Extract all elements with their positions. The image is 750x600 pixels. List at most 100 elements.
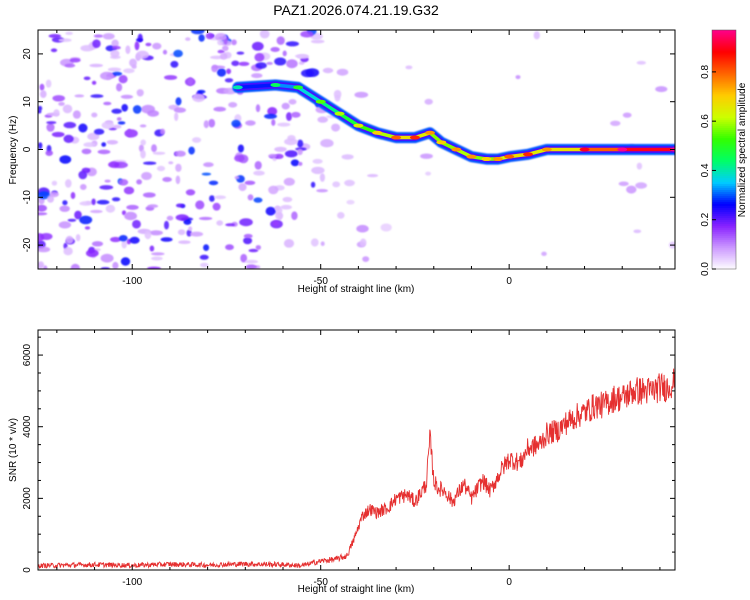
- noise-blob: [286, 59, 298, 69]
- colorbar-swatch: [712, 207, 736, 210]
- colorbar-swatch: [712, 241, 736, 244]
- noise-blob: [136, 38, 144, 42]
- colorbar-swatch: [712, 195, 736, 198]
- noise-blob: [283, 177, 295, 186]
- colorbar-label: Normalized spectral amplitude: [737, 82, 748, 217]
- noise-blob: [65, 235, 74, 244]
- noise-blob: [110, 236, 121, 243]
- colorbar-swatch: [712, 181, 736, 184]
- noise-blob: [245, 264, 257, 269]
- noise-blob: [243, 237, 253, 245]
- noise-blob: [124, 211, 137, 221]
- noise-blob: [362, 256, 370, 262]
- noise-blob: [319, 173, 325, 182]
- colorbar-swatch: [712, 221, 736, 224]
- noise-blob: [183, 219, 192, 225]
- noise-blob: [129, 236, 140, 244]
- colorbar-swatch: [712, 187, 736, 190]
- colorbar-swatch: [712, 199, 736, 202]
- noise-blob: [255, 104, 261, 113]
- noise-blob: [251, 41, 264, 51]
- noise-blob: [185, 189, 196, 196]
- colorbar-swatch: [712, 201, 736, 204]
- noise-blob: [356, 224, 369, 233]
- noise-blob: [203, 244, 210, 252]
- noise-blob: [149, 245, 155, 252]
- noise-blob: [405, 65, 413, 70]
- noise-blob: [101, 142, 107, 147]
- noise-blob: [254, 161, 262, 170]
- ridge-peak: [451, 147, 462, 152]
- noise-blob: [151, 252, 165, 256]
- ridge-peak: [425, 130, 435, 135]
- noise-blob: [300, 30, 314, 38]
- noise-blob: [284, 150, 298, 158]
- noise-blob: [156, 165, 166, 172]
- noise-blob: [320, 241, 325, 246]
- noise-blob: [311, 166, 325, 175]
- noise-blob: [281, 102, 290, 110]
- noise-blob: [107, 67, 122, 72]
- colorbar-swatch: [712, 117, 736, 121]
- noise-blob: [52, 95, 65, 102]
- noise-blob: [70, 192, 76, 199]
- noise-blob: [100, 253, 114, 263]
- colorbar-swatch: [712, 91, 736, 95]
- noise-blob: [266, 61, 273, 65]
- colorbar-swatch: [712, 153, 736, 157]
- noise-blob: [291, 211, 298, 220]
- colorbar-swatch: [712, 229, 736, 232]
- noise-blob: [175, 150, 186, 157]
- noise-blob: [346, 199, 355, 205]
- noise-blob: [380, 223, 392, 232]
- spectrogram-x-tick-label: 0: [506, 276, 512, 287]
- colorbar-swatch: [712, 73, 736, 77]
- noise-blob: [112, 45, 121, 50]
- noise-blob: [298, 161, 303, 166]
- colorbar-swatch: [712, 239, 736, 242]
- colorbar-swatch: [712, 57, 736, 61]
- noise-blob: [336, 68, 349, 76]
- colorbar-swatch: [712, 151, 736, 155]
- noise-blob: [139, 124, 147, 128]
- noise-blob: [64, 63, 76, 68]
- colorbar-swatch: [712, 233, 736, 236]
- colorbar-swatch: [712, 243, 736, 246]
- noise-blob: [72, 110, 81, 119]
- ridge-peak: [492, 157, 503, 162]
- noise-blob: [111, 39, 119, 48]
- noise-blob: [270, 47, 280, 52]
- noise-blob: [116, 117, 122, 121]
- noise-blob: [89, 63, 103, 68]
- noise-blob: [83, 142, 96, 148]
- noise-blob: [226, 68, 232, 75]
- colorbar-swatch: [712, 167, 736, 171]
- noise-blob: [97, 149, 111, 155]
- spectrogram-y-tick-label: -20: [22, 237, 33, 252]
- noise-blob: [214, 33, 227, 41]
- colorbar-swatch: [712, 105, 736, 109]
- colorbar-swatch: [712, 149, 736, 153]
- noise-blob: [93, 34, 104, 38]
- snr-line: [38, 331, 675, 570]
- noise-blob: [45, 79, 52, 88]
- noise-blob: [244, 180, 256, 185]
- colorbar-swatch: [712, 129, 736, 133]
- noise-blob: [610, 120, 621, 127]
- ridge-peak: [436, 140, 447, 145]
- noise-blob: [198, 216, 213, 221]
- colorbar-swatch: [712, 219, 736, 222]
- noise-blob: [38, 105, 43, 111]
- noise-blob: [243, 233, 253, 239]
- noise-blob: [164, 220, 169, 230]
- noise-blob: [211, 64, 219, 73]
- noise-blob: [247, 194, 254, 201]
- colorbar-swatch: [712, 127, 736, 131]
- noise-blob: [69, 58, 81, 63]
- noise-blob: [636, 60, 646, 65]
- noise-blob: [515, 75, 521, 80]
- noise-blob: [111, 108, 122, 114]
- colorbar-swatch: [712, 141, 736, 145]
- noise-blob: [301, 69, 314, 78]
